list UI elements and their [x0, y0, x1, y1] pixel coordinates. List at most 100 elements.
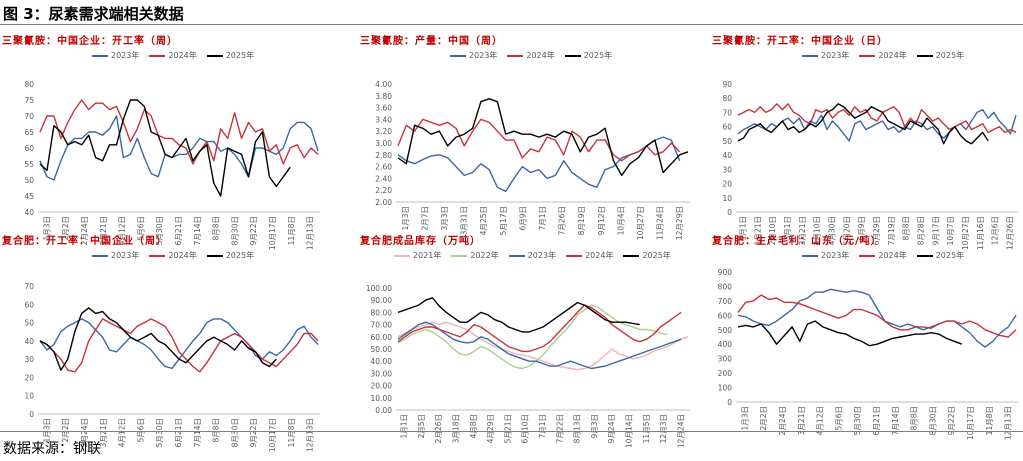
y-tick-label: 100	[718, 384, 733, 393]
chart-panel-5: 复合肥成品库存（万吨） 2021年 2022年 2023年 2024年 2025年 0.00…	[360, 232, 700, 448]
chart-title: 三聚氰胺：开工率：中国企业（日）	[712, 36, 888, 47]
y-tick-label: 50.00	[371, 345, 393, 354]
y-tick-label: 400	[718, 340, 733, 349]
x-tick-label: 6月21日	[174, 418, 183, 447]
series-line-2023	[737, 288, 1017, 348]
x-tick-label: 12月29日	[675, 206, 684, 240]
y-tick-label: 70.00	[371, 321, 393, 330]
series-line-2024	[397, 304, 682, 353]
legend-label: 2025年	[225, 51, 255, 60]
x-tick-label: 8月8日	[212, 418, 221, 443]
x-tick-label: 2月2日	[61, 418, 70, 443]
y-tick-label: 2.80	[375, 151, 392, 160]
chart-title: 复合肥：开工率：中国企业（周）	[2, 236, 167, 247]
legend-item: 2024年	[859, 250, 907, 261]
legend-item: 2023年	[802, 50, 849, 61]
x-tick-label: 9月12日	[597, 206, 606, 235]
legend-item: 2021年	[394, 250, 441, 261]
legend: 2023年 2024年 2025年	[450, 50, 612, 61]
legend-label: 2024年	[878, 251, 907, 260]
series-line-2025	[397, 98, 689, 177]
x-tick-label: 10月17日	[268, 216, 277, 250]
legend-swatch	[92, 54, 108, 57]
x-tick-label: 2月24日	[80, 216, 89, 245]
x-tick-label: 11月5日	[642, 414, 651, 443]
x-tick-label: 7月26日	[558, 206, 567, 235]
x-tick-label: 8月8日	[212, 216, 221, 241]
series-line-2024	[39, 99, 319, 165]
x-tick-label: 10月17日	[268, 418, 277, 452]
legend-item: 2024年	[149, 250, 197, 261]
x-tick-label: 9月24日	[607, 414, 616, 443]
legend: 2021年 2022年 2023年 2024年 2025年	[394, 250, 671, 261]
x-tick-label: 1月21日	[753, 216, 762, 245]
y-tick-label: 0	[727, 398, 732, 407]
y-tick-label: 90.00	[371, 296, 393, 305]
series-line-2023	[397, 136, 681, 193]
top-rule	[0, 24, 1023, 25]
x-tick-label: 9月22日	[249, 216, 258, 245]
x-tick-label: 8月30日	[230, 418, 239, 447]
chart-panel-1: 三聚氰胺：中国企业：开工率（周） 2023年 2024年 2025年 40 45 50 55 6…	[2, 32, 332, 250]
legend: 2023年 2024年 2025年	[802, 250, 964, 261]
legend: 2023年 2024年 2025年	[92, 250, 254, 261]
x-tick-label: 2月24日	[778, 406, 787, 435]
x-tick-label: 3月3日	[440, 206, 449, 231]
y-tick-label: 80.00	[371, 308, 393, 317]
legend-item: 2025年	[623, 250, 671, 261]
x-tick-label: 8月8日	[902, 216, 911, 241]
legend-item: 2025年	[206, 50, 255, 61]
y-tick-label: 90	[722, 80, 732, 89]
chart-title: 复合肥成品库存（万吨）	[360, 236, 481, 247]
x-tick-label: 11月16日	[976, 216, 985, 250]
y-tick-label: 200	[718, 369, 733, 378]
y-tick-label: 30	[722, 165, 732, 174]
x-tick-label: 10月27日	[636, 206, 645, 240]
legend-swatch	[394, 254, 410, 257]
series-line-2024	[737, 103, 1017, 134]
y-tick-label: 40	[24, 337, 34, 346]
y-tick-label: 300	[718, 355, 733, 364]
y-tick-label: 3.40	[375, 115, 392, 124]
legend-swatch	[564, 54, 581, 57]
x-tick-label: 9月22日	[947, 406, 956, 435]
x-tick-label: 10月4日	[616, 206, 625, 235]
y-tick-label: 10	[24, 392, 34, 401]
x-tick-label: 7月19日	[887, 216, 896, 245]
legend: 2023年 2024年 2025年	[802, 50, 964, 61]
y-tick-label: 70	[24, 282, 34, 291]
legend-swatch	[623, 254, 640, 257]
chart-title: 三聚氰胺：产量：中国（周）	[360, 36, 503, 47]
x-tick-label: 4月10日	[813, 216, 822, 245]
x-tick-label: 3月21日	[99, 418, 108, 447]
legend-swatch	[450, 54, 466, 57]
x-tick-label: 1月3日	[740, 406, 749, 431]
x-tick-label: 1月1日	[738, 216, 747, 241]
x-tick-label: 4月12日	[118, 418, 127, 447]
x-tick-label: 2月10日	[768, 216, 777, 245]
y-tick-label: 2.40	[375, 174, 392, 183]
legend: 2023年 2024年 2025年	[92, 50, 254, 61]
x-tick-label: 5月30日	[155, 418, 164, 447]
legend-label: 2023年	[111, 251, 140, 260]
legend-label: 2024年	[878, 51, 907, 60]
y-tick-label: 2.20	[375, 186, 392, 195]
y-tick-label: 70	[722, 108, 732, 117]
y-tick-label: 30.00	[371, 369, 393, 378]
x-tick-label: 8月13日	[573, 414, 582, 443]
legend-swatch	[451, 254, 468, 257]
legend-item: 2023年	[450, 50, 497, 61]
x-tick-label: 3月31日	[460, 206, 469, 235]
x-tick-label: 2月2日	[61, 216, 70, 241]
chart-panel-2: 三聚氰胺：产量：中国（周） 2023年 2024年 2025年 2.00 2.20 2.40…	[360, 32, 700, 240]
x-tick-label: 9月17日	[931, 216, 940, 245]
x-tick-label: 2月7日	[420, 206, 429, 231]
x-tick-label: 6月9日	[857, 216, 866, 241]
chart-svg: 0 10 20 30 40 50 60 70 1月3日 2月2日 2月24日 3月21日 4月12日 5月…	[24, 282, 320, 452]
y-tick-label: 800	[718, 282, 733, 291]
chart-panel-4: 复合肥：开工率：中国企业（周） 2023年 2024年 2025年 0 10 20 30 40 5…	[2, 232, 332, 452]
y-tick-label: 10.00	[371, 394, 393, 403]
x-tick-label: 4月25日	[479, 206, 488, 235]
legend-swatch	[566, 254, 583, 257]
x-tick-label: 4月8日	[469, 414, 478, 439]
